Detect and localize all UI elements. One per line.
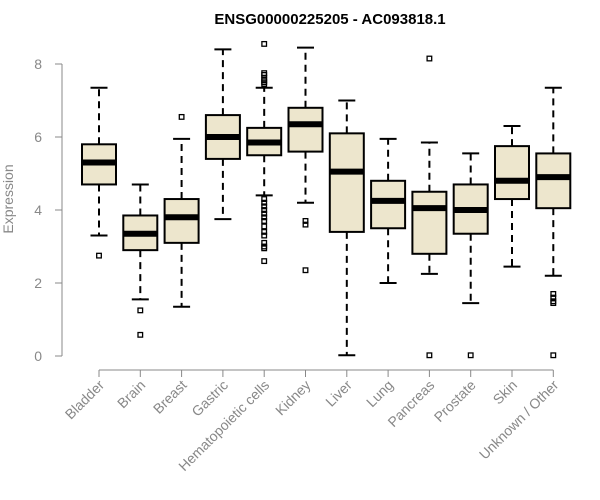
outlier-point (261, 223, 268, 230)
box-body (411, 190, 448, 255)
box-hematopoietic-cells (246, 40, 283, 265)
y-tick-label: 0 (34, 348, 42, 364)
outlier-point (467, 352, 474, 359)
x-tick-label: Bladder (62, 377, 108, 423)
box-body (163, 198, 200, 244)
x-tick-label: Breast (150, 377, 190, 417)
y-axis: 0 2 4 6 8 (34, 56, 63, 364)
chart-title: ENSG00000225205 - AC093818.1 (214, 11, 445, 28)
outlier-point (302, 217, 309, 224)
y-tick-label: 2 (34, 275, 42, 291)
outlier-point (426, 55, 433, 62)
box-unknown-other (535, 86, 572, 359)
outlier-point (550, 290, 557, 297)
outlier-point (550, 300, 557, 307)
outlier-point (261, 81, 268, 88)
box-prostate (452, 152, 489, 359)
outlier-point (261, 258, 268, 265)
outlier-point (261, 239, 268, 246)
box-bladder (81, 86, 117, 259)
outlier-point (261, 228, 268, 235)
outlier-point (261, 196, 268, 202)
box-body (370, 179, 407, 230)
x-tick-label: Prostate (431, 377, 479, 425)
box-gastric (204, 48, 241, 221)
y-tick-label: 8 (34, 56, 42, 72)
outlier-point (178, 113, 185, 120)
box-series (81, 40, 572, 359)
outlier-point (550, 294, 557, 301)
box-pancreas (411, 55, 448, 359)
box-body (535, 152, 572, 210)
box-skin (494, 125, 530, 268)
outlier-point (261, 232, 268, 239)
x-tick-label: Kidney (272, 377, 314, 419)
box-brain (122, 183, 159, 338)
outlier-point (550, 352, 557, 359)
box-body (287, 106, 324, 153)
outlier-point (261, 217, 268, 224)
box-liver (328, 99, 365, 357)
x-tick-label: Lung (363, 377, 396, 410)
outlier-point (302, 221, 309, 228)
y-tick-label: 4 (34, 202, 42, 218)
x-tick-label: Skin (490, 377, 521, 408)
outlier-point (261, 40, 268, 47)
outlier-point (261, 207, 268, 213)
outlier-point (302, 267, 309, 274)
x-tick-label: Liver (322, 377, 355, 410)
outlier-point (137, 331, 144, 338)
box-lung (370, 137, 407, 284)
outlier-point (137, 307, 144, 314)
x-tick-label: Brain (114, 377, 148, 411)
box-body (494, 145, 530, 201)
outlier-point (261, 210, 268, 217)
y-axis-label: Expression (0, 164, 16, 233)
outlier-point (261, 214, 268, 221)
outlier-point (96, 252, 102, 259)
outlier-point (426, 352, 433, 359)
outlier-point (261, 203, 268, 210)
box-kidney (287, 46, 324, 274)
y-tick-label: 6 (34, 129, 42, 145)
outlier-point (261, 199, 268, 206)
box-breast (163, 113, 200, 308)
box-body (328, 132, 365, 233)
outlier-point (261, 245, 268, 252)
